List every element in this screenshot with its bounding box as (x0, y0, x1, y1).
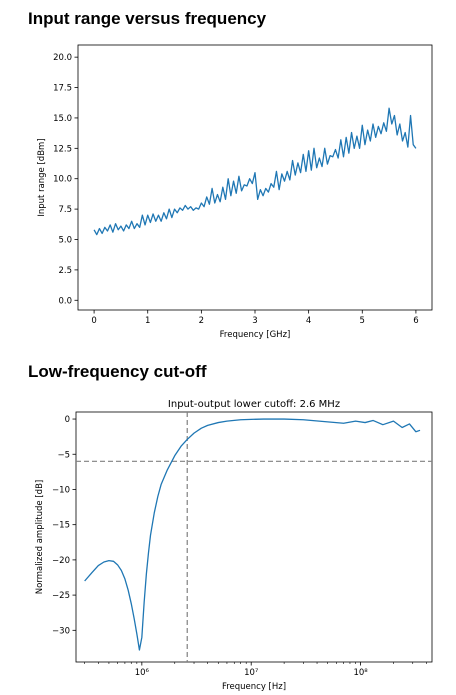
x-tick-label: 3 (252, 316, 257, 326)
x-tick-label: 0 (91, 316, 96, 326)
x-axis-label: Frequency [Hz] (222, 682, 286, 692)
y-tick-label: 20.0 (53, 53, 72, 63)
x-tick-label: 6 (413, 316, 418, 326)
series-line (93, 107, 417, 236)
y-tick-label: 0 (65, 415, 70, 425)
y-tick-label: −5 (57, 450, 70, 460)
y-tick-label: 12.5 (53, 144, 72, 154)
x-tick-label: 4 (306, 316, 311, 326)
y-tick-label: 0.0 (58, 296, 72, 306)
x-tick-label: 10⁸ (353, 668, 368, 678)
y-tick-label: −15 (52, 521, 70, 531)
y-tick-label: −30 (52, 626, 70, 636)
y-axis-label: Input range [dBm] (37, 138, 47, 216)
input-range-chart: 0 1 2 3 4 5 6 0.0 2.5 5.0 7.5 10.0 12.5 15.0 17.5 20.0 F… (37, 44, 433, 340)
y-tick-label: 15.0 (53, 114, 72, 124)
x-tick-label: 10⁷ (244, 668, 259, 678)
y-tick-label: 2.5 (58, 266, 72, 276)
y-axis-label: Normalized amplitude [dB] (35, 480, 45, 594)
y-tick-label: 7.5 (58, 205, 72, 215)
x-axis-label: Frequency [GHz] (220, 330, 291, 340)
y-tick-label: −10 (52, 485, 70, 495)
y-tick-label: −20 (52, 556, 70, 566)
x-tick-label: 2 (199, 316, 204, 326)
series-line (84, 418, 421, 651)
y-tick-label: 5.0 (58, 235, 72, 245)
x-tick-label: 5 (360, 316, 365, 326)
x-tick-label: 10⁶ (135, 668, 150, 678)
x-tick-label: 1 (145, 316, 150, 326)
y-tick-label: 17.5 (53, 84, 72, 94)
y-tick-label: −25 (52, 591, 70, 601)
plot-frame (75, 411, 433, 663)
range-section-title: Input range versus frequency (28, 9, 267, 28)
plot-title: Input-output lower cutoff: 2.6 MHz (168, 399, 340, 410)
y-tick-label: 10.0 (53, 175, 72, 185)
cutoff-section-title: Low-frequency cut-off (28, 362, 207, 381)
